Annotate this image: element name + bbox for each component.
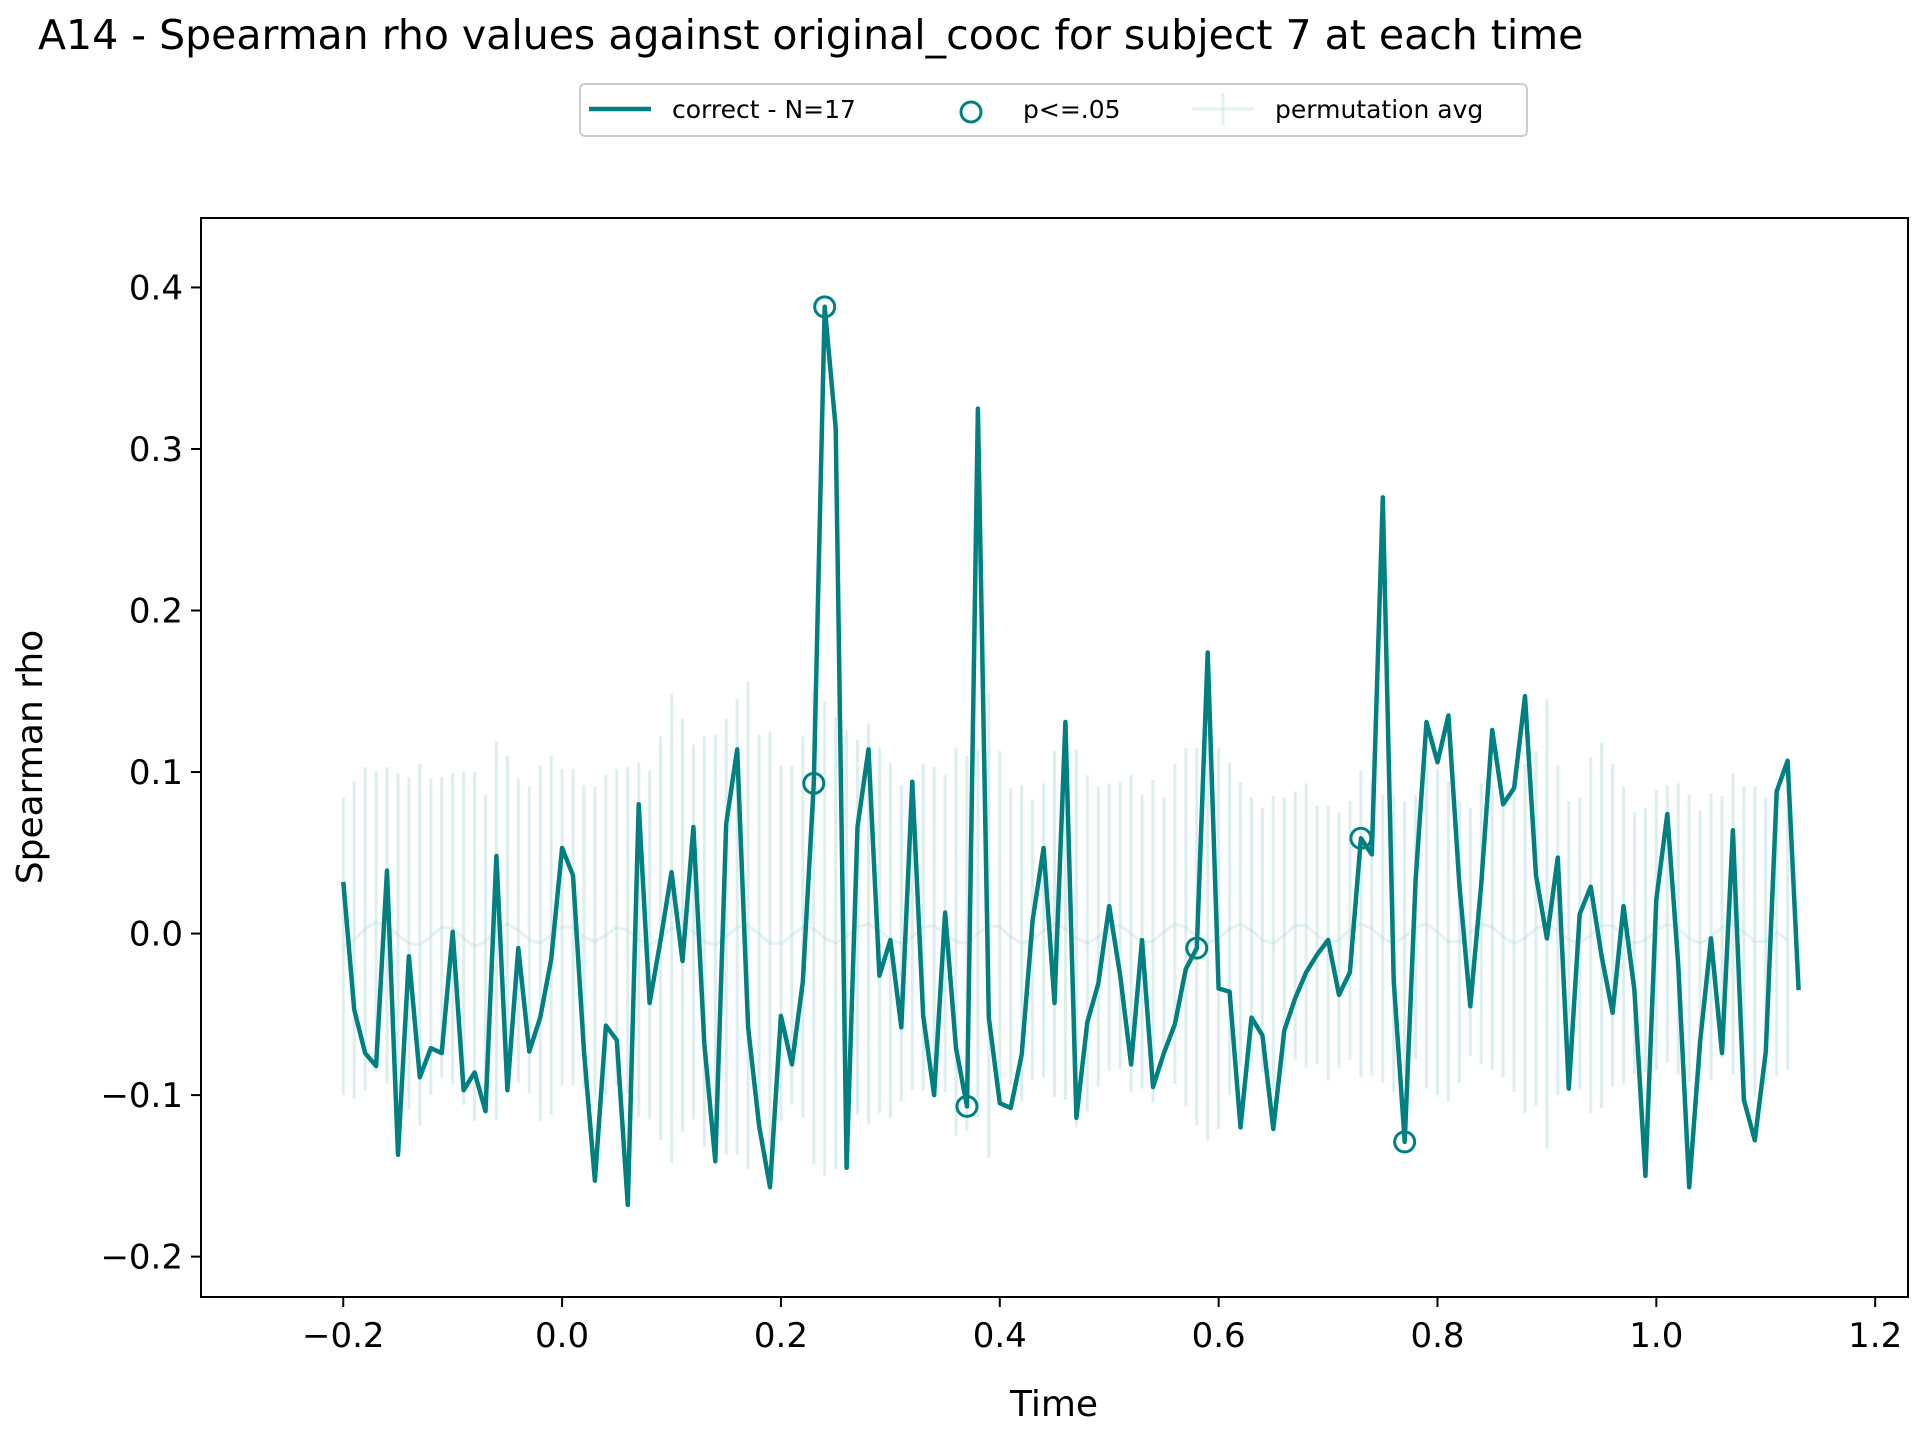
- x-tick-label: 1.2: [1848, 1316, 1902, 1356]
- significance-marker: [1185, 936, 1209, 960]
- x-tick-label: 0.8: [1410, 1316, 1464, 1356]
- x-tick-label: 1.0: [1629, 1316, 1683, 1356]
- legend: correct - N=17 p<=.05 permutation avg: [579, 83, 1528, 137]
- legend-frame: [579, 83, 1528, 137]
- y-axis-label: Spearman rho: [10, 630, 51, 884]
- y-tick-label: −0.2: [100, 1238, 183, 1278]
- legend-circle-swatch: [959, 100, 983, 124]
- x-tick-label: 0.6: [1192, 1316, 1246, 1356]
- x-axis-ticks: −0.2 0.0 0.2 0.4 0.6 0.8 1.0 1.2: [302, 1297, 1902, 1356]
- significance-markers: [802, 295, 1417, 1154]
- plot-frame: [200, 217, 1909, 1298]
- x-tick-label: 0.4: [973, 1316, 1027, 1356]
- significance-marker: [1393, 1130, 1417, 1154]
- y-tick-label: −0.1: [100, 1076, 183, 1116]
- y-tick-label: 0.0: [129, 915, 183, 955]
- significance-marker: [955, 1094, 979, 1118]
- y-tick-label: 0.3: [129, 430, 183, 470]
- x-tick-label: 0.0: [535, 1316, 589, 1356]
- y-tick-label: 0.1: [129, 753, 183, 793]
- significance-marker: [813, 295, 837, 319]
- x-tick-label: 0.2: [754, 1316, 808, 1356]
- x-axis-label: Time: [1009, 1384, 1098, 1425]
- y-tick-label: 0.4: [129, 268, 183, 308]
- legend-label-permutation: permutation avg: [1275, 95, 1483, 124]
- significance-marker: [1349, 826, 1373, 850]
- legend-label-correct: correct - N=17: [672, 95, 856, 124]
- y-axis-ticks: −0.2 −0.1 0.0 0.1 0.2 0.3 0.4: [100, 268, 201, 1278]
- legend-label-significant: p<=.05: [1023, 95, 1121, 124]
- y-tick-label: 0.2: [129, 592, 183, 632]
- x-tick-label: −0.2: [302, 1316, 385, 1356]
- significance-marker: [802, 771, 826, 795]
- correct-series-line: [341, 304, 1801, 1208]
- chart-title: A14 - Spearman rho values against origin…: [38, 11, 1583, 59]
